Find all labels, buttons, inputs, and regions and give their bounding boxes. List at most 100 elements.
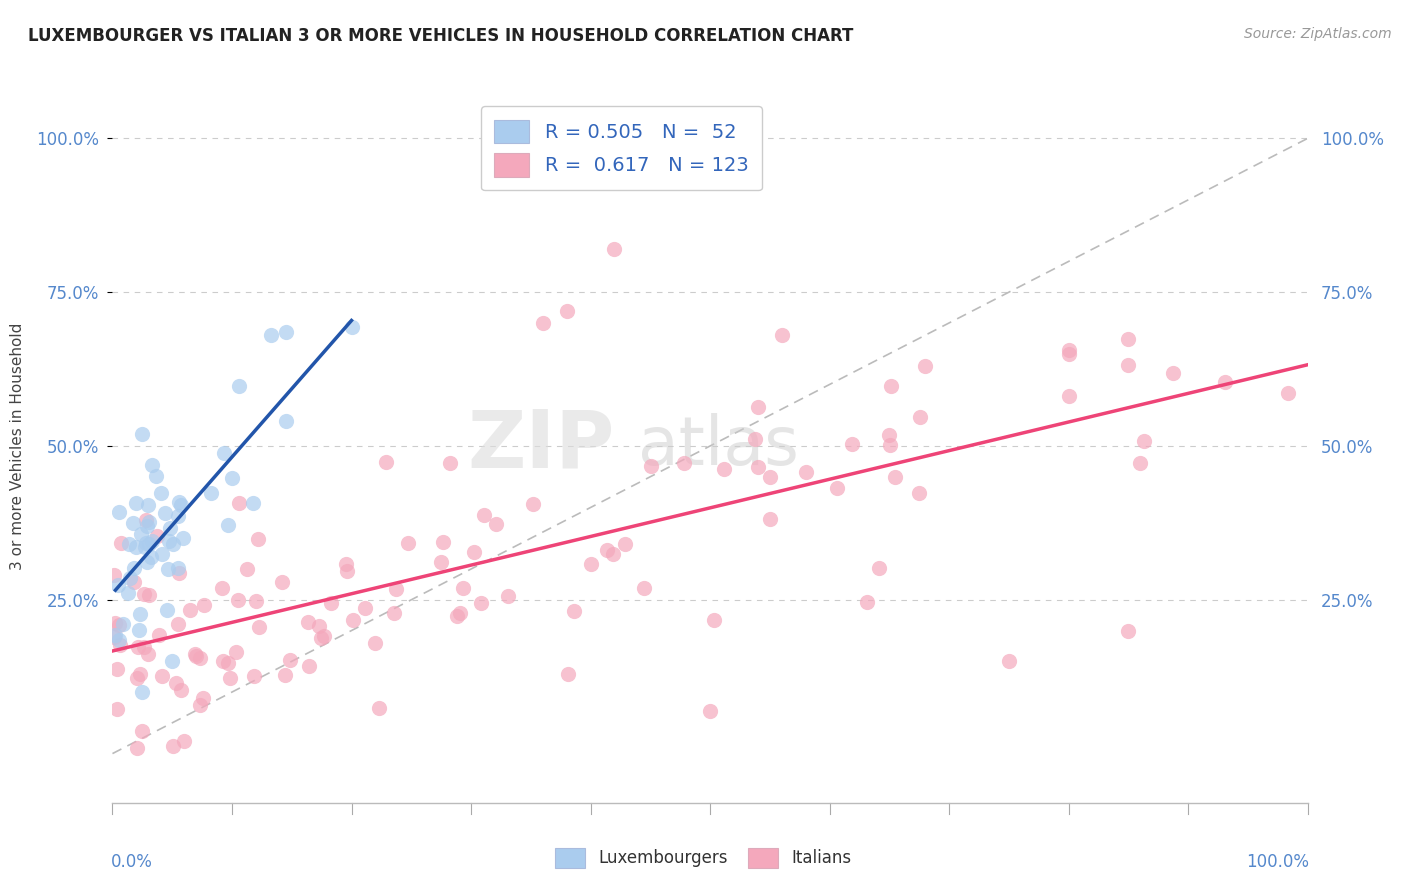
Point [156,562,179,576]
Point [531,316,554,330]
Point [382,606,405,620]
Point [340,319,363,334]
Point [429,555,451,569]
Point [217,656,239,670]
Point [367,701,389,715]
Point [1116,332,1139,346]
Point [463,544,485,558]
Point [183,648,205,662]
Point [121,516,143,530]
Point [228,496,250,510]
Point [396,536,419,550]
Point [879,438,901,452]
Text: atlas: atlas [638,413,799,479]
Point [246,533,269,547]
Point [165,675,187,690]
Point [825,482,848,496]
Point [190,650,212,665]
Point [439,456,461,470]
Point [103,567,125,582]
Point [914,359,936,373]
Point [562,604,585,618]
Y-axis label: 3 or more Vehicles in Household: 3 or more Vehicles in Household [10,322,25,570]
Point [879,379,901,393]
Point [640,458,662,473]
Point [298,658,321,673]
Point [319,596,342,610]
Point [103,616,125,631]
Point [135,513,157,527]
Point [1213,375,1236,389]
Point [141,458,163,473]
Point [472,508,495,522]
Point [1133,434,1156,449]
Point [633,581,655,595]
Point [336,564,359,578]
Point [149,485,172,500]
Point [128,666,150,681]
Point [138,588,160,602]
Point [557,667,579,681]
Point [335,557,357,571]
Point [280,653,302,667]
Point [200,485,222,500]
Point [271,575,294,590]
Point [135,555,157,569]
Point [603,242,626,256]
Point [136,647,159,661]
Point [884,470,907,484]
Point [672,457,695,471]
Point [703,613,725,627]
Point [118,571,141,585]
Point [107,578,129,592]
Point [309,631,332,645]
Point [274,326,297,340]
Point [260,328,283,343]
Point [139,550,162,565]
Point [136,498,159,512]
Point [193,598,215,612]
Point [1116,624,1139,638]
Point [169,495,191,509]
Point [297,615,319,629]
Point [108,618,131,632]
Point [364,636,387,650]
Point [1129,456,1152,470]
Point [236,561,259,575]
Point [470,596,492,610]
Point [122,575,145,590]
Point [841,436,863,450]
Point [228,379,250,393]
Point [713,462,735,476]
Point [145,468,167,483]
Point [193,690,215,705]
Point [125,740,148,755]
Point [855,595,877,609]
Point [596,543,619,558]
Point [146,528,169,542]
Point [132,587,155,601]
Point [908,410,931,425]
Point [225,645,247,659]
Text: LUXEMBOURGER VS ITALIAN 3 OR MORE VEHICLES IN HOUSEHOLD CORRELATION CHART: LUXEMBOURGER VS ITALIAN 3 OR MORE VEHICL… [28,27,853,45]
Point [877,428,900,442]
Point [1057,343,1080,357]
Point [134,540,156,554]
Point [157,533,180,548]
Text: 100.0%: 100.0% [1246,853,1309,871]
Point [485,517,508,532]
Point [759,512,782,526]
Point [188,698,211,712]
Point [170,683,193,698]
Point [127,640,149,654]
Point [699,704,721,718]
Point [172,531,194,545]
Point [212,446,235,460]
Legend: Luxembourgers, Italians: Luxembourgers, Italians [548,841,858,875]
Point [747,400,769,414]
Point [148,628,170,642]
Point [112,617,135,632]
Point [613,536,636,550]
Point [186,648,208,663]
Point [496,589,519,603]
